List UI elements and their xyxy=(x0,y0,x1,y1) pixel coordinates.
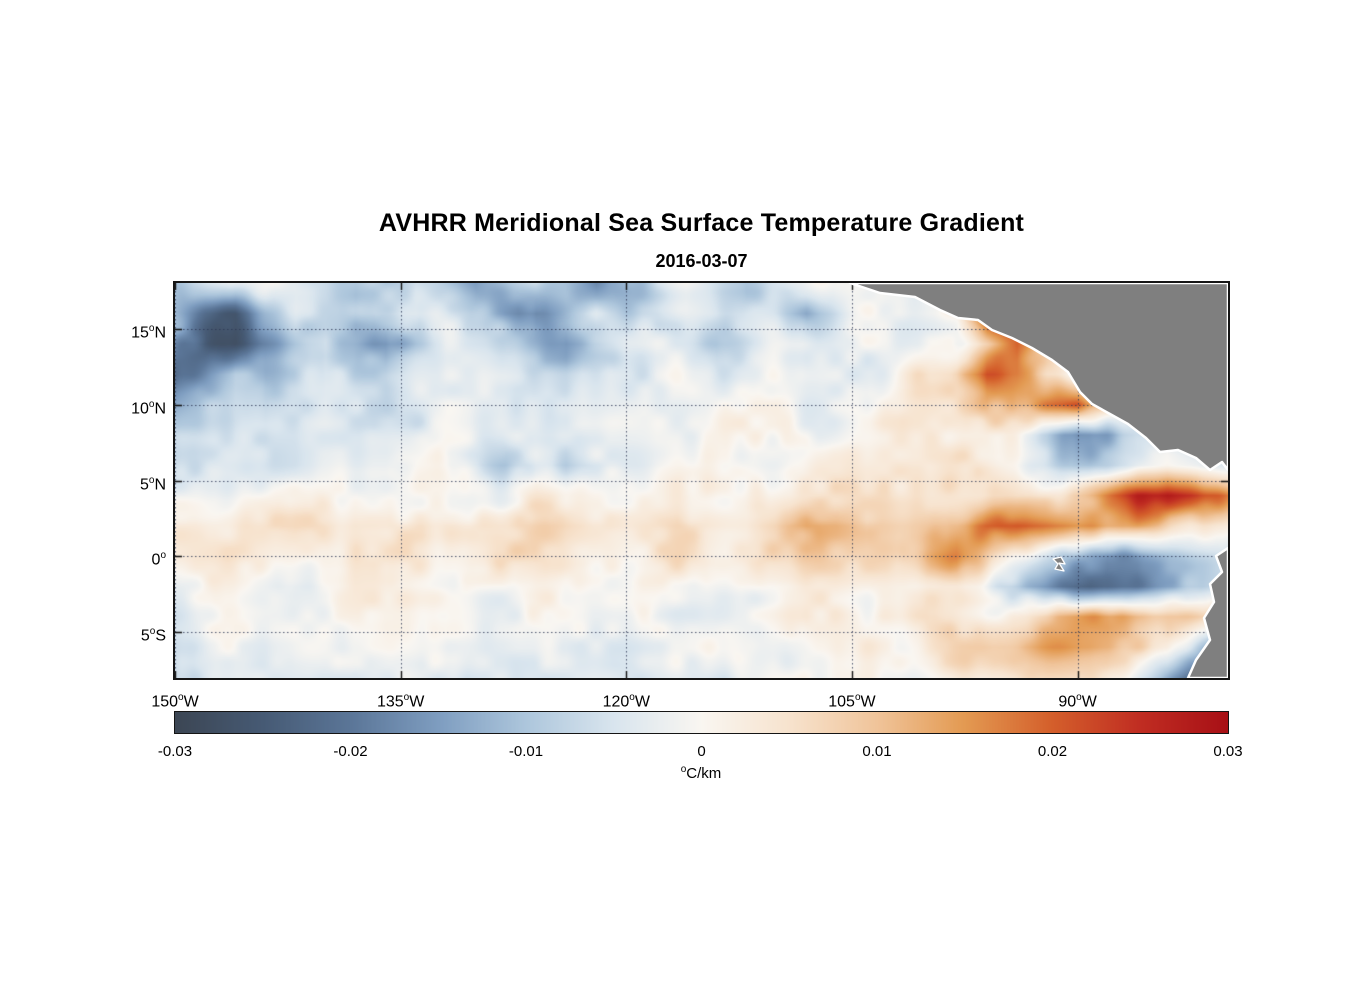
x-tick-label: 105oW xyxy=(828,692,876,711)
land-overlay xyxy=(848,283,1228,678)
chart-date-subtitle: 2016-03-07 xyxy=(655,251,748,271)
colorbar-tick-label: 0.01 xyxy=(862,743,892,760)
colorbar-tick-label: -0.03 xyxy=(157,743,193,760)
colorbar xyxy=(174,711,1229,734)
x-tick-label: 90oW xyxy=(1058,692,1097,711)
colorbar-tick-label: 0.02 xyxy=(1037,743,1068,760)
colorbar-tick-label: 0 xyxy=(697,743,706,760)
land-south-america xyxy=(1186,546,1228,678)
colorbar-tick-label: -0.01 xyxy=(508,743,544,760)
map-plot-area xyxy=(173,281,1230,680)
x-tick-label: 135oW xyxy=(376,692,425,711)
colorbar-tick-label: -0.02 xyxy=(333,743,368,760)
land-central-america xyxy=(848,283,1228,472)
land-galapagos-islands xyxy=(1052,556,1066,572)
y-tick-label: 5oS xyxy=(140,626,166,645)
colorbar-gradient-canvas xyxy=(175,712,1228,733)
x-tick-label: 150oW xyxy=(151,692,199,711)
units-text: C/km xyxy=(686,765,722,782)
colorbar-tick-label: 0.03 xyxy=(1213,743,1243,760)
y-tick-label: 15oN xyxy=(131,322,166,341)
y-tick-label: 0o xyxy=(151,550,166,569)
colorbar-units-label: oC/km xyxy=(601,764,801,782)
y-tick-label: 10oN xyxy=(131,398,166,417)
degree-symbol: o xyxy=(680,764,687,775)
x-tick-label: 120oW xyxy=(602,692,650,711)
chart-title: AVHRR Meridional Sea Surface Temperature… xyxy=(378,209,1025,237)
y-tick-label: 5oN xyxy=(139,474,166,493)
